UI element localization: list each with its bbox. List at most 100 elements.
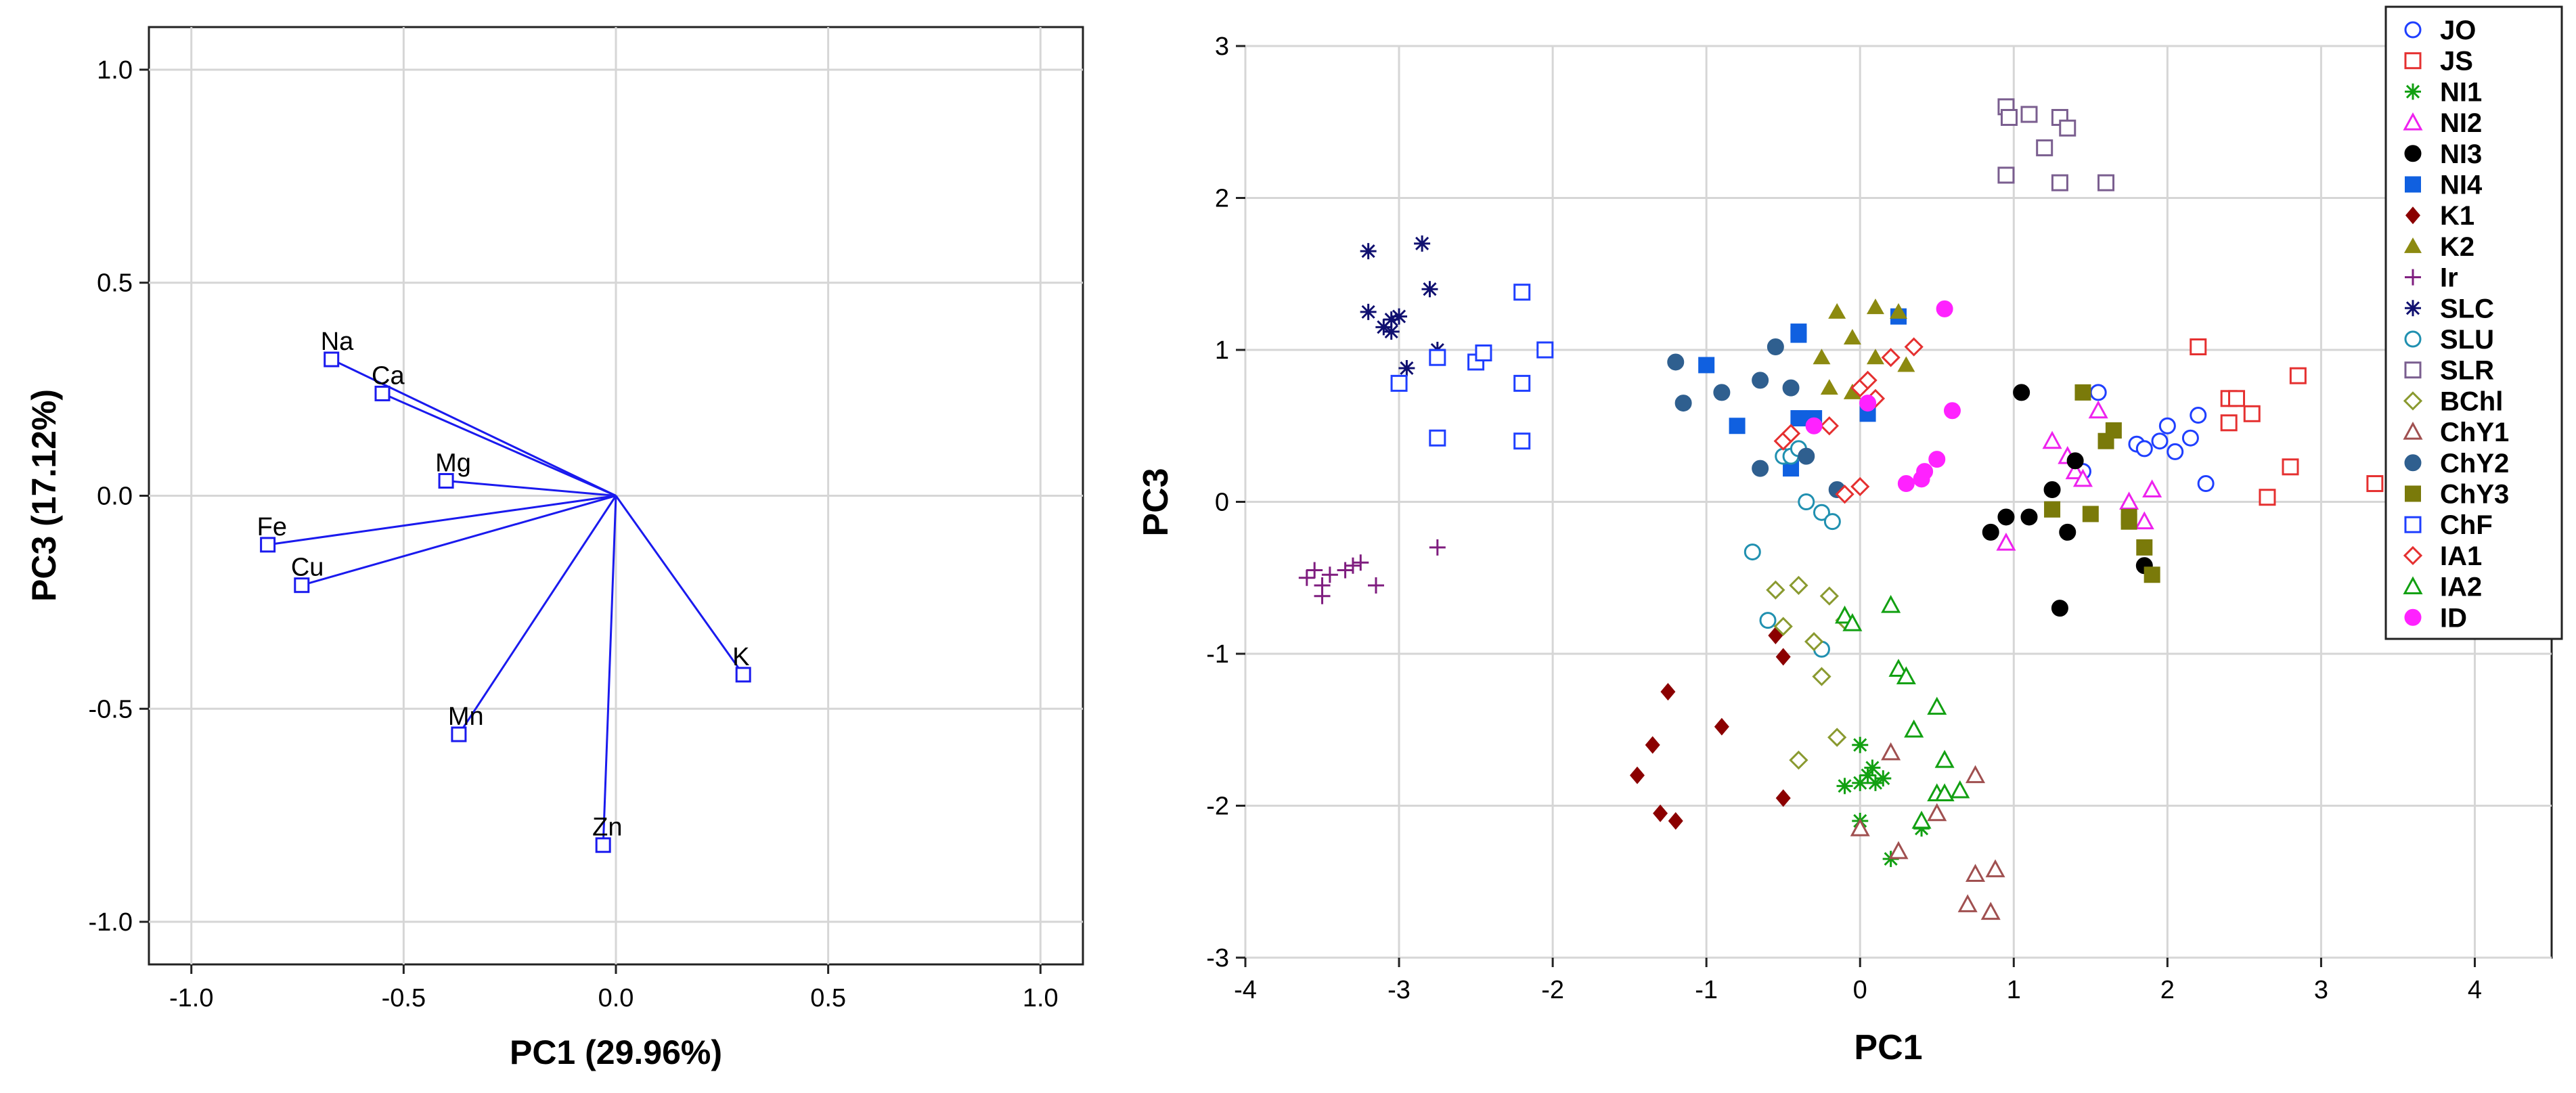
point-slc [1360, 303, 1377, 320]
point-ni2 [2065, 461, 2085, 480]
point-chy2 [1674, 395, 1692, 412]
point-jo [2181, 429, 2199, 447]
point-chf [1513, 284, 1531, 301]
point-chy1 [1850, 818, 1870, 837]
loading-marker-mn [451, 726, 467, 742]
y-tick-label: -2 [1206, 793, 1229, 821]
point-chy3 [2120, 508, 2137, 525]
legend-marker-ir [2405, 269, 2421, 286]
point-slc [1391, 308, 1408, 325]
point-slu [1798, 493, 1815, 510]
point-chy3 [2082, 506, 2099, 522]
legend-marker-chy1 [2403, 421, 2423, 440]
loading-plot-y-axis-label: PC3 (17.12%) [25, 389, 63, 602]
legend-label-slc: SLC [2440, 294, 2494, 324]
point-chf [1429, 349, 1446, 366]
point-slu [1744, 543, 1761, 561]
x-tick-label: 2 [2160, 976, 2175, 1004]
loading-label-cu: Cu [291, 554, 324, 582]
point-slu [1823, 513, 1841, 531]
legend-label-id: ID [2440, 603, 2467, 633]
legend-marker-js [2404, 52, 2422, 70]
point-chy1 [1966, 765, 1986, 784]
point-ni2 [2072, 468, 2093, 487]
legend-label-slr: SLR [2440, 356, 2494, 386]
point-bchl [1766, 580, 1785, 600]
point-k2 [1843, 329, 1861, 345]
point-chy3 [2044, 501, 2061, 518]
legend-label-ia1: IA1 [2440, 541, 2482, 571]
legend-marker-slr [2404, 361, 2422, 379]
legend-box [2384, 5, 2563, 640]
legend-marker-id [2404, 608, 2422, 626]
loading-label-ca: Ca [372, 361, 405, 390]
point-ia2 [1835, 605, 1855, 624]
legend-label-ni1: NI1 [2440, 77, 2482, 107]
point-chy3 [2144, 566, 2160, 583]
point-id [1936, 300, 1953, 317]
point-chy3 [2105, 422, 2122, 439]
loading-marker-cu [294, 577, 310, 594]
point-ia1 [1819, 416, 1839, 436]
point-chf [1475, 344, 1492, 361]
legend-label-ni4: NI4 [2440, 171, 2483, 200]
point-chy1 [1980, 901, 2001, 920]
score-plot-x-axis-label: PC1 [1854, 1028, 1922, 1067]
point-slr [2020, 106, 2038, 123]
point-k2 [1897, 356, 1915, 372]
legend-label-ni2: NI2 [2440, 108, 2482, 138]
y-tick-label: -1 [1206, 640, 1229, 669]
legend-marker-ni4 [2405, 176, 2421, 193]
legend-marker-ni1 [2405, 83, 2421, 100]
point-chy2 [1752, 372, 1769, 389]
legend-marker-bchl [2403, 391, 2423, 411]
loading-label-zn: Zn [592, 813, 622, 842]
x-tick-label: 1.0 [1023, 984, 1059, 1012]
y-tick-label: 0.0 [97, 483, 133, 511]
point-bchl [1804, 631, 1824, 652]
point-ni3 [2043, 481, 2061, 499]
point-slr [2000, 109, 2018, 127]
point-js [2228, 390, 2246, 407]
point-ni1 [1875, 770, 1892, 787]
point-id [1943, 402, 1961, 420]
x-tick-label: -4 [1234, 976, 1257, 1004]
x-tick-label: -1 [1695, 976, 1718, 1004]
point-slc [1414, 235, 1431, 252]
loading-marker-fe [260, 537, 276, 553]
point-chy3 [2136, 539, 2153, 556]
loading-marker-zn [595, 837, 611, 853]
point-bchl [1827, 728, 1847, 747]
point-ni3 [1982, 523, 1999, 541]
legend-marker-ni2 [2403, 112, 2423, 131]
point-ni1 [1852, 774, 1869, 791]
point-k2 [1828, 303, 1846, 319]
point-ia2 [1842, 612, 1863, 631]
point-id [1913, 470, 1930, 488]
loading-vector-ca [382, 393, 617, 497]
score-points [1298, 98, 2384, 920]
point-chf [1429, 429, 1446, 447]
legend-marker-slu [2404, 330, 2422, 348]
legend-label-ir: Ir [2440, 263, 2458, 293]
point-ni2 [2119, 491, 2139, 510]
loading-label-na: Na [321, 328, 354, 356]
point-jo [2190, 407, 2207, 424]
point-ia2 [1888, 659, 1909, 677]
point-ir [1321, 566, 1338, 583]
point-ia1 [1835, 485, 1855, 504]
point-slu [1813, 504, 1830, 521]
legend-label-k1: K1 [2440, 201, 2474, 231]
point-ni1 [1852, 736, 1869, 753]
y-tick-label: 1.0 [97, 56, 133, 85]
point-slc [1375, 319, 1392, 336]
point-ni2 [2134, 511, 2154, 530]
point-slr [2036, 139, 2053, 156]
x-tick-label: 3 [2314, 976, 2328, 1004]
point-bchl [1819, 586, 1839, 606]
point-id [1859, 395, 1877, 412]
point-ir [1306, 562, 1323, 579]
y-tick-label: 0 [1215, 489, 1229, 517]
